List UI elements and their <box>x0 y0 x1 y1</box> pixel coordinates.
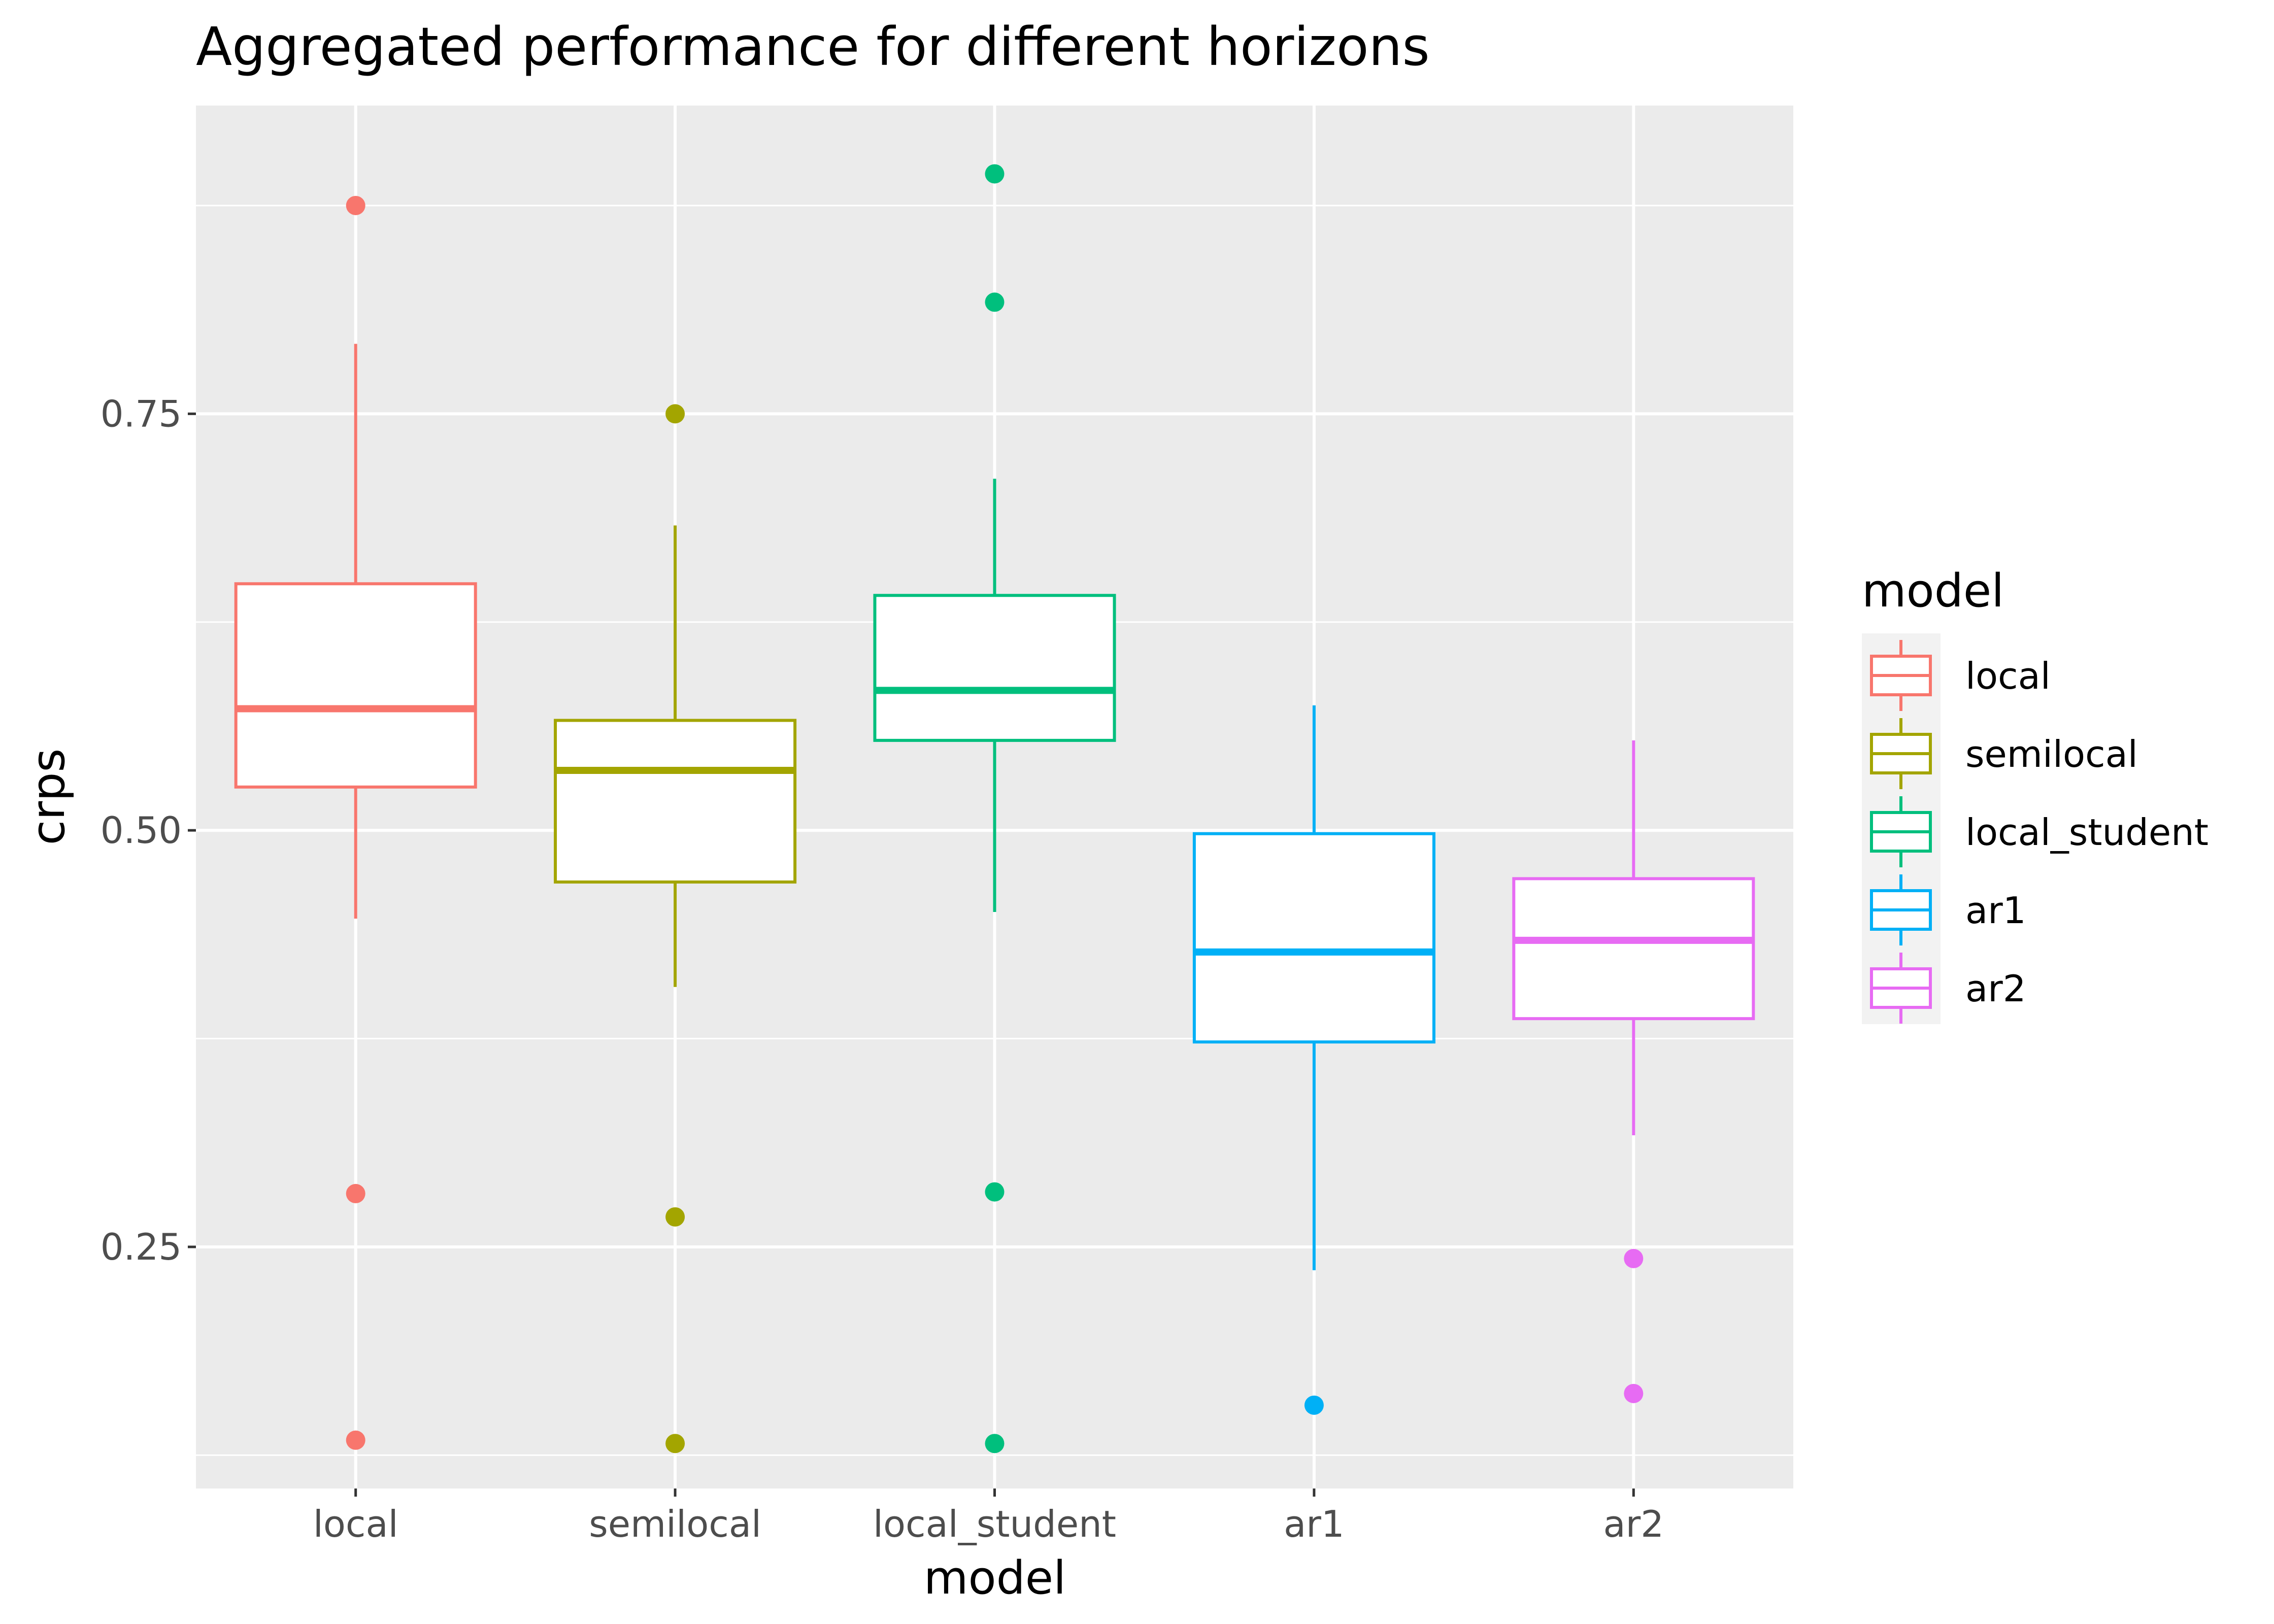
outlier-point <box>985 164 1005 184</box>
legend-label: ar1 <box>1965 889 2026 932</box>
legend-item-ar2: ar2 <box>1870 953 2026 1024</box>
box-local_student <box>873 164 1116 1453</box>
outlier-point <box>346 1183 365 1203</box>
outlier-point <box>665 404 685 424</box>
box-ar2 <box>1512 740 1755 1403</box>
outlier-point <box>346 195 365 215</box>
legend: model local semilocal local_student ar1 ar2 <box>1862 564 2209 1024</box>
legend-item-ar1: ar1 <box>1870 874 2026 945</box>
legend-item-local_student: local_student <box>1870 796 2209 867</box>
x-tick-label: semilocal <box>589 1503 761 1545</box>
x-tick-label: ar2 <box>1603 1503 1664 1545</box>
x-tick-label: ar1 <box>1284 1503 1345 1545</box>
outlier-point <box>665 1207 685 1227</box>
legend-item-local: local <box>1870 640 2051 711</box>
box-ar1 <box>1192 705 1435 1415</box>
chart-title: Aggregated performance for different hor… <box>196 16 1430 78</box>
y-tick-label: 0.50 <box>101 809 182 852</box>
x-axis-title: model <box>924 1551 1066 1605</box>
outlier-point <box>1624 1383 1644 1403</box>
box-iqr <box>1192 832 1435 1044</box>
y-axis-title: crps <box>22 749 75 845</box>
legend-label: semilocal <box>1965 733 2138 775</box>
box-iqr <box>554 719 797 884</box>
x-axis: local semilocal local_student ar1 ar2 <box>313 1488 1664 1545</box>
boxplot-marks <box>234 164 1755 1453</box>
outlier-point <box>985 1182 1005 1202</box>
legend-label: local_student <box>1965 811 2209 854</box>
outlier-point <box>665 1434 685 1453</box>
legend-item-semilocal: semilocal <box>1870 718 2138 789</box>
box-iqr <box>1512 877 1755 1021</box>
legend-items: local semilocal local_student ar1 ar2 <box>1862 633 2209 1024</box>
outlier-point <box>985 292 1005 312</box>
box-local <box>234 195 477 1450</box>
y-tick-label: 0.75 <box>101 392 182 435</box>
legend-label: ar2 <box>1965 967 2026 1010</box>
legend-label: local <box>1965 655 2051 697</box>
y-axis: 0.25 0.50 0.75 <box>101 392 196 1268</box>
box-iqr <box>873 594 1116 742</box>
legend-title: model <box>1862 564 2004 618</box>
box-iqr <box>234 582 477 789</box>
box-semilocal <box>554 404 797 1453</box>
x-tick-label: local <box>313 1503 398 1545</box>
x-tick-label: local_student <box>873 1503 1116 1545</box>
y-tick-label: 0.25 <box>101 1226 182 1268</box>
outlier-point <box>985 1434 1005 1453</box>
outlier-point <box>1624 1248 1644 1268</box>
outlier-point <box>1304 1395 1324 1415</box>
outlier-point <box>346 1430 365 1450</box>
